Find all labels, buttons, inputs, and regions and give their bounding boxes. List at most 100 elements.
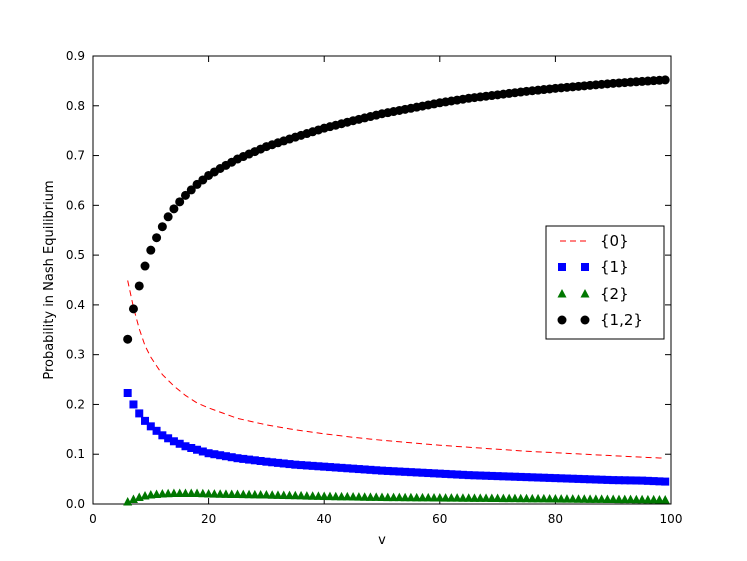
data-point: [534, 473, 543, 482]
data-point: [262, 457, 271, 466]
x-tick-label: 60: [432, 512, 447, 526]
data-point: [649, 477, 658, 486]
data-point: [135, 409, 144, 418]
data-point: [597, 494, 607, 503]
data-point: [435, 493, 445, 502]
data-point: [146, 422, 155, 431]
series-2: [123, 488, 670, 506]
data-point: [481, 493, 491, 502]
data-point: [290, 490, 300, 500]
data-point: [475, 493, 485, 502]
legend-item: {1}: [558, 258, 629, 276]
data-point: [192, 488, 202, 498]
legend-swatch: [557, 315, 567, 325]
data-point: [378, 466, 386, 475]
data-point: [268, 458, 277, 467]
data-point: [568, 494, 578, 503]
data-point: [510, 472, 519, 481]
data-point: [550, 494, 560, 503]
series-0: [127, 280, 666, 459]
data-point: [140, 261, 150, 271]
y-tick-label: 0.1: [66, 447, 85, 461]
data-point: [446, 493, 456, 502]
data-point: [291, 460, 300, 469]
data-point: [660, 75, 670, 85]
data-point: [256, 456, 265, 465]
data-point: [516, 472, 525, 481]
data-point: [527, 493, 537, 503]
data-point: [354, 465, 363, 474]
data-point: [418, 468, 427, 477]
data-point: [158, 431, 167, 440]
data-point: [631, 494, 641, 504]
data-point: [476, 471, 485, 480]
x-tick-label: 80: [548, 512, 563, 526]
data-point: [643, 476, 652, 485]
data-point: [365, 492, 375, 501]
y-tick-label: 0.9: [66, 49, 85, 63]
series-line: [127, 280, 666, 459]
data-point: [417, 492, 427, 502]
data-point: [585, 494, 595, 503]
data-point: [406, 468, 415, 477]
data-point: [498, 493, 508, 503]
legend-label: {1}: [600, 258, 629, 276]
data-point: [129, 400, 138, 409]
data-point: [655, 477, 664, 486]
data-point: [302, 491, 312, 500]
data-point: [180, 488, 190, 498]
data-point: [533, 493, 543, 503]
y-tick-label: 0.4: [66, 298, 85, 312]
data-point: [412, 468, 421, 477]
legend-swatch: [581, 263, 589, 271]
data-point: [169, 204, 179, 214]
data-point: [239, 454, 248, 463]
data-point: [123, 334, 133, 344]
data-point: [209, 489, 219, 498]
data-point: [169, 488, 179, 498]
data-point: [216, 451, 225, 460]
data-point: [267, 490, 277, 499]
legend: {0} {1} {2} {1,2}: [545, 225, 665, 340]
data-point: [545, 493, 555, 503]
y-tick-label: 0.2: [66, 397, 85, 411]
data-point: [487, 493, 497, 502]
data-point: [285, 460, 294, 469]
data-point: [331, 463, 340, 472]
data-point: [186, 488, 196, 498]
data-point: [175, 197, 185, 207]
data-point: [163, 212, 173, 222]
data-point: [591, 494, 601, 503]
data-point: [198, 447, 207, 456]
y-tick-label: 0.5: [66, 248, 85, 262]
data-point: [493, 472, 502, 481]
data-point: [539, 493, 549, 503]
data-point: [157, 222, 167, 232]
y-tick-label: 0.6: [66, 198, 85, 212]
data-point: [337, 463, 346, 472]
data-point: [464, 471, 473, 480]
data-point: [597, 475, 606, 484]
data-point: [233, 454, 242, 463]
data-point: [504, 493, 514, 503]
legend-swatch: [580, 289, 590, 298]
legend-item: {2}: [557, 285, 629, 303]
data-point: [152, 426, 161, 435]
data-point: [441, 469, 450, 478]
legend-item: {1,2}: [557, 311, 643, 329]
data-point: [614, 476, 623, 485]
data-point: [562, 494, 572, 503]
data-point: [603, 475, 612, 484]
data-point: [244, 489, 254, 499]
data-point: [181, 442, 190, 451]
data-point: [134, 281, 144, 291]
data-point: [342, 491, 352, 501]
data-point: [528, 473, 537, 482]
data-point: [637, 494, 647, 504]
data-point: [354, 492, 364, 501]
data-point: [591, 475, 600, 484]
data-point: [487, 471, 496, 480]
data-point: [366, 465, 375, 474]
data-point: [128, 304, 138, 314]
data-point: [435, 469, 444, 478]
